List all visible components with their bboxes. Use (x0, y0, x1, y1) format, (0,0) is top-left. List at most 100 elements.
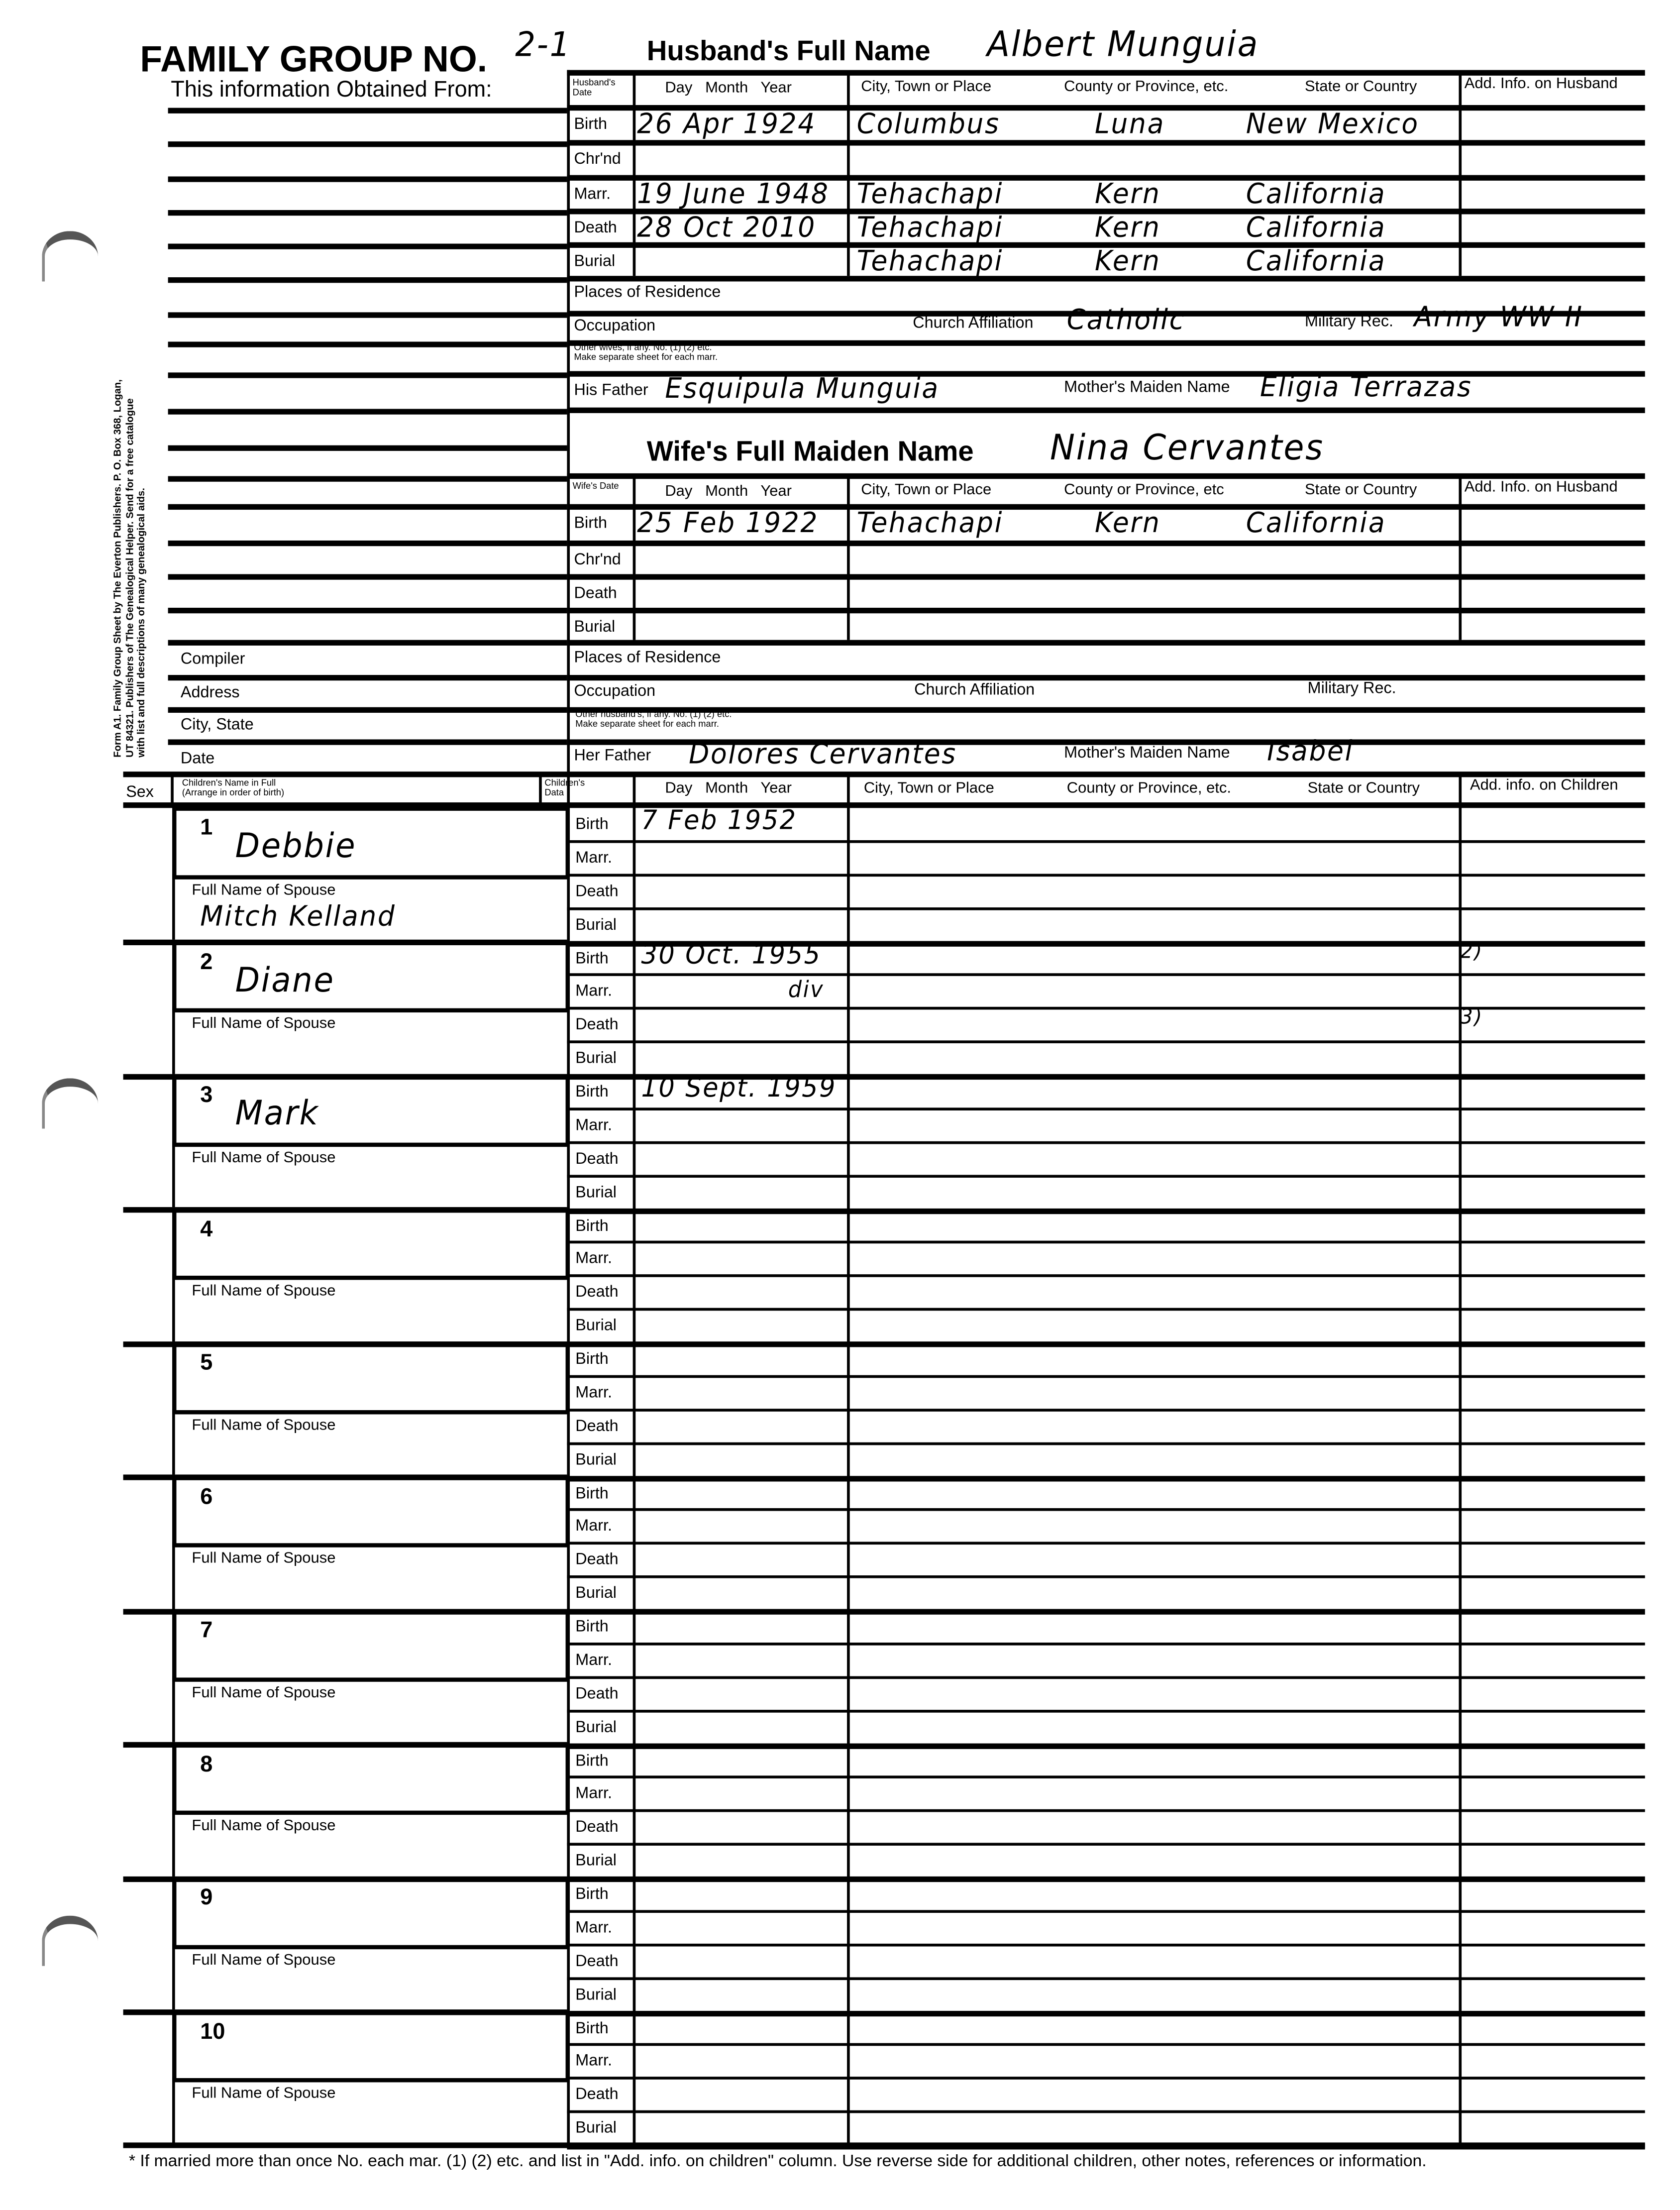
child-death-add-info[interactable]: 3) (1460, 1004, 1483, 1030)
child-number: 1 (200, 816, 213, 840)
husband-name-field[interactable]: Albert Munguia (987, 23, 1260, 65)
rule-line (168, 409, 567, 415)
child-burial-label: Burial (575, 1451, 617, 1469)
husband-death-date[interactable]: 28 Oct 2010 (637, 210, 816, 244)
child-number: 4 (200, 1217, 213, 1242)
husband-father-field[interactable]: Esquipula Munguia (665, 371, 940, 405)
rule-line (567, 1509, 1645, 1512)
rule-line (123, 772, 1645, 777)
rule-line (123, 802, 1645, 808)
rule-line (567, 1709, 1645, 1712)
wife-birth-city[interactable]: Tehachapi (856, 505, 1004, 540)
husband-burial-state[interactable]: California (1246, 243, 1386, 278)
husband-father-label: His Father (574, 382, 648, 399)
child-name-box (172, 1743, 570, 1815)
child-birth-add-info[interactable]: 2) (1460, 937, 1483, 963)
child-name-field[interactable]: Mark (235, 1094, 319, 1133)
wife-date-columns: Day Month Year (665, 483, 792, 500)
rule-line (168, 372, 567, 378)
child-death-label: Death (575, 1418, 619, 1436)
rule-line (567, 1809, 1645, 1813)
husband-marr-label: Marr. (574, 186, 611, 203)
rule-line (567, 1441, 1645, 1445)
husband-marr-city[interactable]: Tehachapi (856, 176, 1004, 210)
wife-mother-field[interactable]: Isabel (1267, 734, 1354, 768)
spouse-label: Full Name of Spouse (192, 1417, 336, 1434)
rule-line (847, 73, 850, 276)
husband-birth-county[interactable]: Luna (1095, 106, 1165, 140)
rule-line (567, 140, 1645, 146)
rule-line (172, 873, 175, 941)
child-marr-date[interactable]: div (788, 976, 825, 1003)
child-marr-label: Marr. (575, 1117, 612, 1134)
child-birth-date[interactable]: 10 Sept. 1959 (641, 1073, 837, 1104)
rule-line (567, 504, 1645, 510)
husband-birth-state[interactable]: New Mexico (1246, 106, 1419, 140)
child-marr-label: Marr. (575, 1518, 612, 1536)
rule-line (567, 840, 1645, 843)
child-birth-date[interactable]: 30 Oct. 1955 (641, 939, 822, 970)
rule-line (567, 1609, 1645, 1615)
child-marr-label: Marr. (575, 2053, 612, 2071)
wife-occupation-label: Occupation (574, 683, 656, 700)
family-group-number[interactable]: 2-1 (515, 25, 572, 65)
child-name-field[interactable]: Debbie (235, 826, 357, 866)
wife-father-field[interactable]: Dolores Cervantes (689, 736, 957, 771)
husband-marr-date[interactable]: 19 June 1948 (637, 176, 830, 210)
rule-line (847, 774, 850, 2146)
wife-name-field[interactable]: Nina Cervantes (1050, 427, 1324, 468)
wife-birth-date[interactable]: 25 Feb 1922 (637, 505, 819, 540)
husband-birth-city[interactable]: Columbus (856, 106, 1000, 140)
children-name-header-1: Children's Name in Full (182, 778, 276, 788)
husband-death-county[interactable]: Kern (1095, 210, 1161, 244)
rule-line (123, 2142, 1645, 2148)
child-death-label: Death (575, 1953, 619, 1970)
rule-line (567, 407, 1645, 413)
rule-line (567, 739, 1645, 745)
husband-marr-state[interactable]: California (1246, 176, 1386, 210)
children-date-columns: Day Month Year (665, 780, 792, 797)
rule-line (567, 1375, 1645, 1378)
husband-marr-county[interactable]: Kern (1095, 176, 1161, 210)
rule-line (567, 873, 1645, 877)
wife-birth-county[interactable]: Kern (1095, 505, 1161, 540)
rule-line (168, 540, 567, 547)
child-name-field[interactable]: Diane (235, 960, 335, 999)
rule-line (567, 1910, 1645, 1913)
husband-burial-county[interactable]: Kern (1095, 243, 1161, 278)
wife-burial-label: Burial (574, 619, 616, 636)
husband-military-field[interactable]: Army WW II (1414, 300, 1583, 333)
child-death-label: Death (575, 1685, 619, 1703)
child-birth-label: Birth (575, 950, 609, 967)
child-birth-date[interactable]: 7 Feb 1952 (641, 805, 797, 836)
children-add-info-header: Add. info. on Children (1470, 777, 1618, 794)
rule-line (1459, 476, 1462, 640)
child-death-label: Death (575, 1150, 619, 1168)
rule-line (567, 1776, 1645, 1779)
husband-church-field[interactable]: Catholic (1066, 302, 1185, 336)
spouse-label: Full Name of Spouse (192, 1550, 336, 1567)
rule-line (168, 210, 567, 216)
child-death-label: Death (575, 1552, 619, 1569)
spouse-name-field[interactable]: Mitch Kelland (200, 898, 396, 933)
child-marr-label: Marr. (575, 1786, 612, 1803)
rule-line (567, 640, 1645, 646)
child-birth-label: Birth (575, 1084, 609, 1101)
husband-add-info-header: Add. Info. on Husband (1464, 75, 1618, 93)
rule-line (632, 774, 636, 2146)
rule-line (567, 1341, 1645, 1347)
rule-line (168, 607, 567, 614)
rule-line (567, 276, 1645, 282)
rule-line (567, 371, 1645, 377)
husband-mother-field[interactable]: Eligia Terrazas (1260, 369, 1472, 404)
punch-hole (42, 231, 98, 282)
husband-burial-city[interactable]: Tehachapi (856, 243, 1004, 278)
child-number: 8 (200, 1752, 213, 1776)
husband-death-state[interactable]: California (1246, 210, 1386, 244)
husband-birth-date[interactable]: 26 Apr 1924 (637, 106, 816, 140)
rule-line (567, 1575, 1645, 1579)
wife-birth-state[interactable]: California (1246, 505, 1386, 540)
husband-death-city[interactable]: Tehachapi (856, 210, 1004, 244)
rule-line (172, 1141, 175, 1208)
wife-state-header: State or Country (1305, 481, 1417, 499)
